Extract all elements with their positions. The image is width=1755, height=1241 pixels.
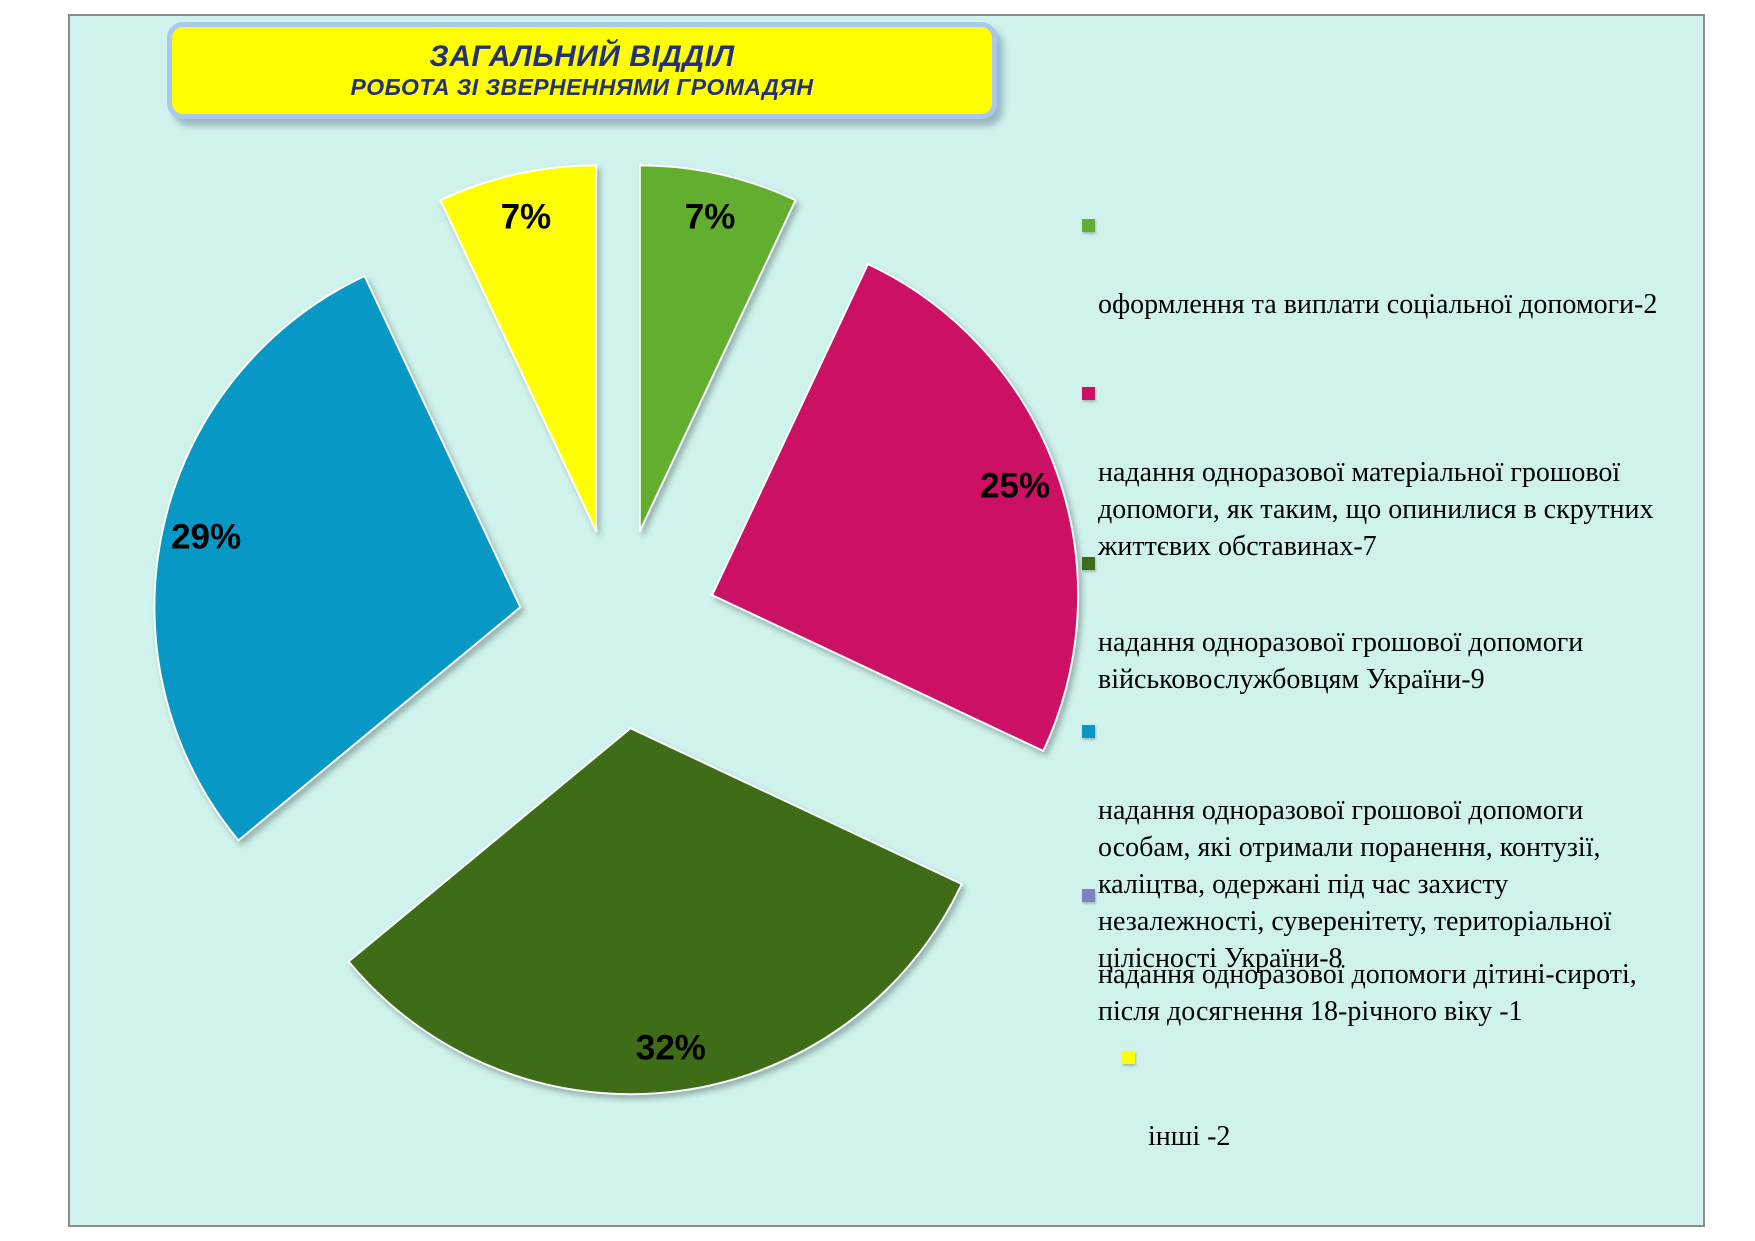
pie-slice-1 [711, 263, 1080, 752]
slide-canvas: ЗАГАЛЬНИЙ ВІДДІЛ РОБОТА ЗІ ЗВЕРНЕННЯМИ Г… [68, 14, 1705, 1227]
legend-swatch-dark-green [1082, 557, 1095, 570]
pie-percent-label-3: 29% [171, 517, 241, 556]
pie-slice-3 [153, 275, 522, 842]
legend-item-orphan-aid: надання одноразової допомоги дітині-сиро… [1082, 882, 1698, 1067]
legend-swatch-magenta [1082, 387, 1095, 400]
pie-percent-label-2: 32% [636, 1028, 706, 1067]
legend-label: інші -2 [1148, 1121, 1231, 1152]
pie-chart: 7% 25% 32% 29% 7% [153, 164, 1080, 1096]
legend-item-other: інші -2 [1122, 1044, 1703, 1192]
legend-label: оформлення та виплати соціальної допомог… [1098, 289, 1658, 320]
legend-label: надання одноразової матеріальної грошово… [1098, 457, 1654, 562]
legend-swatch-yellow [1122, 1051, 1135, 1064]
pie-percent-label-4: 7% [501, 198, 552, 237]
legend-item-material-aid: надання одноразової матеріальної грошово… [1082, 380, 1698, 602]
pie-percent-label-0: 7% [685, 198, 736, 237]
legend-item-wounded-aid: надання одноразової грошової допомоги ос… [1082, 718, 1698, 1014]
legend-label: надання одноразової грошової допомоги ві… [1098, 627, 1584, 695]
page-title: ЗАГАЛЬНИЙ ВІДДІЛ [429, 39, 735, 73]
legend-label: надання одноразової допомоги дітині-сиро… [1098, 959, 1637, 1027]
legend-swatch-purple [1082, 889, 1095, 902]
legend-swatch-teal [1082, 725, 1095, 738]
pie-slice-2 [347, 727, 963, 1096]
legend-label: надання одноразової грошової допомоги ос… [1098, 795, 1612, 974]
pie-slice-0 [638, 164, 797, 533]
title-box: ЗАГАЛЬНИЙ ВІДДІЛ РОБОТА ЗІ ЗВЕРНЕННЯМИ Г… [167, 22, 997, 119]
pie-slice-4 [439, 164, 598, 533]
legend-swatch-green [1082, 219, 1095, 232]
legend-item-military-aid: надання одноразової грошової допомоги ві… [1082, 550, 1698, 735]
page-subtitle: РОБОТА ЗІ ЗВЕРНЕННЯМИ ГРОМАДЯН [350, 73, 814, 100]
legend-item-social-benefits: оформлення та виплати соціальної допомог… [1082, 212, 1698, 360]
pie-percent-label-1: 25% [980, 467, 1050, 506]
